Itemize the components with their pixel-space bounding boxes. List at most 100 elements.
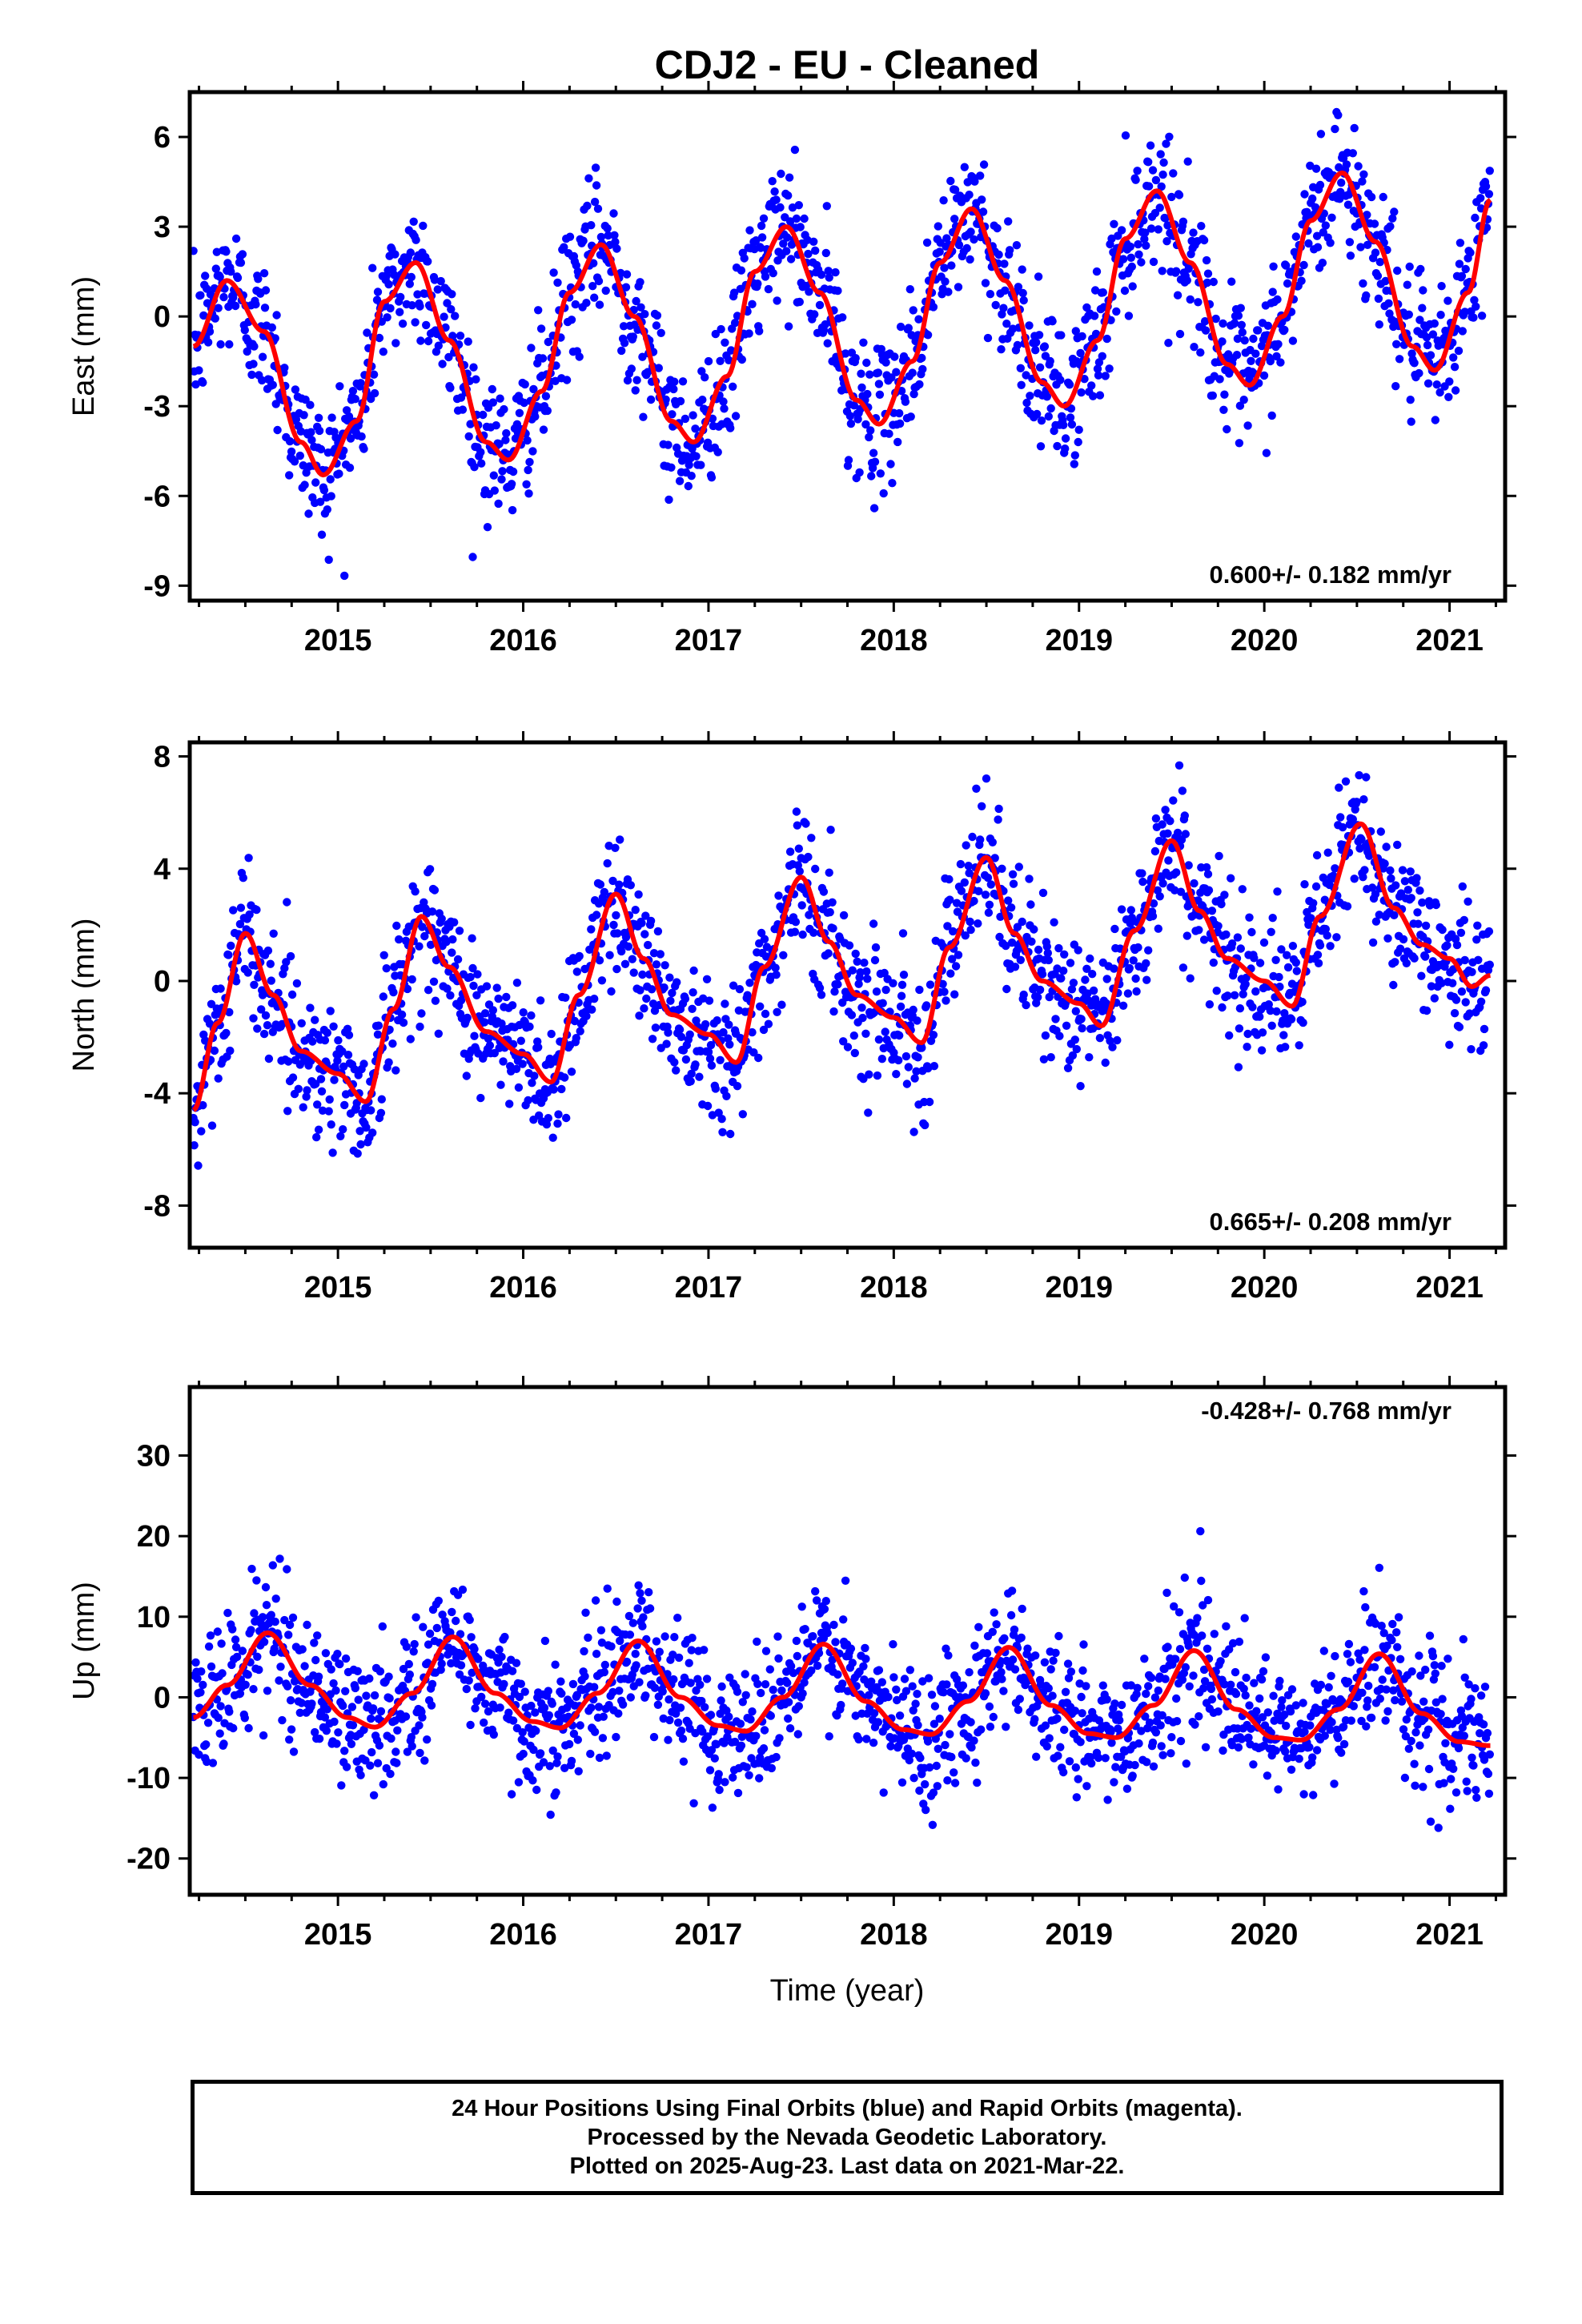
- data-point: [839, 911, 849, 920]
- data-point: [323, 1028, 331, 1037]
- data-point: [777, 1000, 786, 1009]
- data-point: [1046, 1665, 1055, 1674]
- data-point: [1189, 1671, 1198, 1680]
- data-point: [583, 201, 592, 211]
- data-point: [1426, 351, 1435, 360]
- data-point: [706, 1040, 716, 1050]
- data-point: [1274, 340, 1283, 348]
- data-point: [1019, 296, 1028, 305]
- data-point: [977, 1725, 986, 1734]
- data-point: [250, 980, 259, 990]
- data-point: [411, 887, 420, 896]
- data-point: [273, 425, 282, 435]
- data-point: [819, 887, 829, 896]
- data-point: [775, 1734, 784, 1743]
- data-point: [721, 338, 729, 347]
- data-point: [1445, 377, 1454, 386]
- data-point: [572, 1034, 580, 1043]
- data-point: [219, 292, 228, 302]
- data-point: [770, 187, 779, 196]
- data-point: [222, 1028, 231, 1038]
- data-point: [670, 1633, 679, 1642]
- data-point: [525, 1022, 534, 1031]
- data-point: [1090, 312, 1099, 320]
- data-point: [334, 1035, 343, 1045]
- data-point: [348, 1721, 358, 1730]
- data-point: [1025, 321, 1034, 330]
- data-point: [962, 243, 971, 253]
- data-point: [1257, 341, 1267, 351]
- data-point: [748, 1707, 757, 1716]
- data-point: [1149, 1762, 1158, 1771]
- data-point: [1283, 279, 1292, 288]
- data-point: [353, 1149, 362, 1158]
- data-point: [901, 1051, 911, 1061]
- data-point: [716, 1055, 725, 1065]
- data-point: [1386, 222, 1395, 231]
- data-point: [869, 919, 878, 928]
- data-point: [231, 1635, 240, 1644]
- data-point: [603, 224, 612, 233]
- data-point: [1259, 371, 1269, 380]
- data-point: [1423, 340, 1432, 350]
- data-point: [203, 1719, 213, 1727]
- data-point: [1331, 124, 1339, 134]
- data-point: [1334, 1734, 1343, 1743]
- data-point: [1078, 1023, 1086, 1033]
- data-point: [420, 931, 429, 941]
- data-point: [860, 959, 869, 967]
- data-point: [596, 880, 605, 889]
- x-tick-label: 2017: [675, 1271, 743, 1305]
- data-point: [986, 880, 996, 889]
- data-point: [1375, 258, 1385, 267]
- data-point: [1417, 971, 1426, 980]
- data-point: [1128, 1771, 1137, 1780]
- data-point: [1235, 1004, 1245, 1013]
- data-point: [670, 1058, 679, 1067]
- data-point: [1035, 363, 1045, 372]
- data-point: [446, 991, 455, 1000]
- data-point: [262, 1601, 271, 1610]
- data-point: [705, 1054, 715, 1063]
- data-point: [592, 181, 601, 190]
- data-point: [1315, 180, 1325, 190]
- data-point: [1146, 141, 1155, 150]
- data-point: [456, 332, 465, 340]
- data-point: [950, 1768, 958, 1777]
- data-point: [869, 1739, 878, 1747]
- data-point: [873, 1071, 882, 1080]
- data-point: [260, 304, 270, 312]
- data-point: [1218, 337, 1227, 346]
- data-point: [1174, 1608, 1184, 1617]
- data-point: [892, 368, 901, 376]
- data-point: [433, 285, 442, 294]
- data-point: [524, 1096, 532, 1105]
- data-point: [1126, 906, 1136, 915]
- data-point: [1342, 160, 1351, 169]
- data-point: [582, 299, 591, 308]
- data-point: [665, 1715, 674, 1725]
- data-point: [805, 287, 813, 296]
- data-point: [299, 1103, 307, 1112]
- data-point: [989, 1712, 998, 1722]
- data-point: [624, 942, 633, 951]
- data-point: [1154, 924, 1163, 933]
- data-point: [752, 236, 761, 245]
- data-point: [387, 1734, 396, 1743]
- data-point: [1126, 253, 1136, 262]
- data-point: [1042, 1742, 1052, 1751]
- data-point: [313, 1100, 322, 1109]
- data-point: [1343, 902, 1352, 911]
- data-point: [667, 463, 676, 472]
- data-point: [303, 1620, 311, 1630]
- data-point: [825, 1732, 833, 1741]
- data-point: [918, 364, 927, 374]
- data-point: [633, 1604, 642, 1613]
- data-point: [942, 996, 950, 1005]
- data-point: [552, 1788, 560, 1797]
- data-point: [1334, 111, 1343, 119]
- data-point: [356, 379, 365, 388]
- data-point: [734, 1006, 744, 1015]
- data-point: [1271, 955, 1280, 965]
- data-point: [311, 1655, 320, 1665]
